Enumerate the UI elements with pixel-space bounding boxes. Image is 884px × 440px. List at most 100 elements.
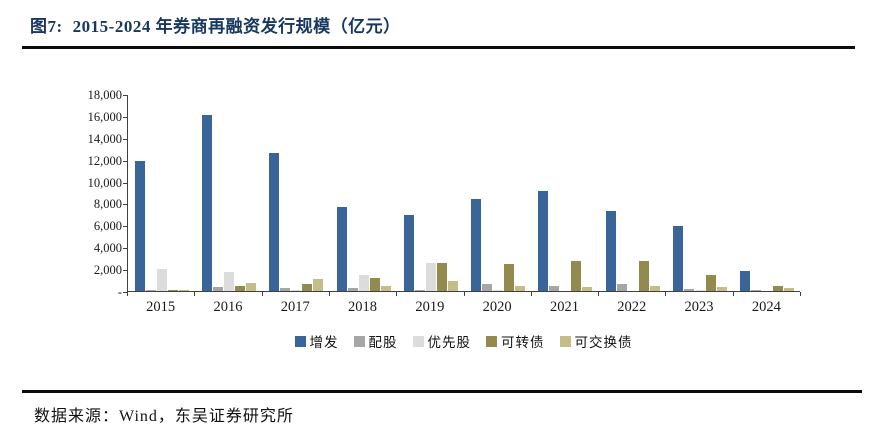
x-axis-tick — [463, 292, 465, 296]
bar — [380, 285, 391, 291]
bar — [347, 288, 358, 291]
legend-label: 优先股 — [427, 335, 471, 350]
bar — [571, 261, 582, 291]
bar — [740, 271, 751, 291]
legend-item: 可转债 — [486, 331, 545, 351]
x-axis-tick — [261, 292, 263, 296]
x-axis-label: 2016 — [213, 299, 243, 315]
legend-item: 可交换债 — [559, 331, 633, 351]
legend-label: 配股 — [368, 335, 398, 350]
footer-divider — [22, 390, 862, 393]
bar — [436, 263, 447, 291]
bar — [313, 278, 324, 291]
x-axis-tick — [396, 292, 398, 296]
y-axis-tick-label: 18,000 — [87, 88, 122, 102]
figure-number: 图7: — [30, 17, 63, 36]
title-divider — [22, 46, 855, 49]
bar — [717, 286, 728, 291]
bar-group — [666, 95, 733, 291]
y-axis-tick — [123, 95, 127, 96]
y-axis-tick — [123, 182, 127, 184]
figure-title-text: 2015-2024 年券商再融资发行规模（亿元） — [72, 17, 401, 36]
bar-group — [397, 95, 464, 291]
x-axis-tick — [127, 292, 128, 296]
y-axis-tick — [123, 226, 127, 228]
x-axis-tick — [328, 292, 330, 296]
bar-group — [734, 95, 801, 291]
bar — [403, 215, 414, 291]
bar — [414, 289, 425, 291]
y-axis-tick-label: 4,000 — [93, 241, 122, 256]
legend-label: 可转债 — [501, 335, 545, 350]
bar — [538, 191, 549, 291]
bar — [245, 283, 256, 291]
y-axis-tick-label: 12,000 — [87, 153, 122, 168]
y-axis-tick-label: - — [117, 285, 122, 299]
legend-item: 配股 — [353, 331, 398, 351]
bar — [280, 288, 291, 291]
bar — [649, 285, 660, 291]
y-axis-tick-label: 16,000 — [87, 109, 122, 124]
bar — [269, 153, 280, 291]
y-axis-tick — [123, 292, 127, 293]
y-axis-tick — [123, 248, 127, 250]
x-axis-label: 2015 — [146, 299, 176, 315]
bar — [515, 285, 526, 291]
bar — [471, 199, 482, 291]
x-axis-tick — [732, 292, 734, 296]
bar — [167, 289, 178, 291]
bar — [784, 287, 795, 291]
plot-area — [127, 95, 800, 292]
bar — [706, 274, 717, 291]
bar-group — [128, 95, 195, 291]
bar — [638, 260, 649, 291]
bar — [673, 226, 684, 291]
bar-group — [330, 95, 397, 291]
data-source-note: 数据来源：Wind，东吴证券研究所 — [34, 408, 294, 425]
y-axis-tick — [123, 138, 127, 140]
bar — [605, 211, 616, 291]
legend-label: 可交换债 — [574, 335, 633, 350]
y-axis-tick-label: 14,000 — [87, 131, 122, 146]
bar — [134, 160, 145, 291]
bar — [425, 262, 436, 291]
bar — [291, 289, 302, 291]
bar — [156, 268, 167, 291]
y-axis-tick-label: 10,000 — [87, 175, 122, 190]
y-axis-tick — [123, 116, 127, 118]
x-axis-label: 2021 — [549, 299, 579, 315]
bar — [201, 114, 212, 291]
legend-item: 增发 — [294, 331, 339, 351]
bar — [369, 277, 380, 291]
bar — [336, 206, 347, 291]
bar-group — [263, 95, 330, 291]
x-axis-label: 2024 — [751, 299, 781, 315]
bar-group — [532, 95, 599, 291]
bar — [616, 284, 627, 291]
bar — [145, 290, 156, 291]
legend-swatch — [294, 335, 306, 347]
x-axis-tick — [598, 292, 600, 296]
bar-group — [599, 95, 666, 291]
x-axis-tick — [800, 292, 801, 296]
bar — [684, 289, 695, 291]
figure-title: 图7: 2015-2024 年券商再融资发行规模（亿元） — [30, 12, 401, 37]
bar — [482, 284, 493, 291]
bar — [358, 275, 369, 291]
bar — [178, 290, 189, 291]
bar — [234, 286, 245, 291]
bar — [549, 285, 560, 291]
legend-swatch — [353, 335, 365, 347]
bar — [773, 285, 784, 291]
x-axis-label: 2023 — [684, 299, 714, 315]
bar — [302, 284, 313, 291]
y-axis-tick — [123, 270, 127, 272]
y-axis-tick-label: 2,000 — [93, 263, 122, 278]
x-axis-tick — [530, 292, 532, 296]
bar-group — [465, 95, 532, 291]
legend-swatch — [412, 335, 424, 347]
x-axis-label: 2019 — [415, 299, 445, 315]
x-axis-label: 2022 — [617, 299, 647, 315]
bar-chart: 18,000 16,000 14,000 12,000 10,000 8,000 6,000… — [87, 88, 801, 351]
